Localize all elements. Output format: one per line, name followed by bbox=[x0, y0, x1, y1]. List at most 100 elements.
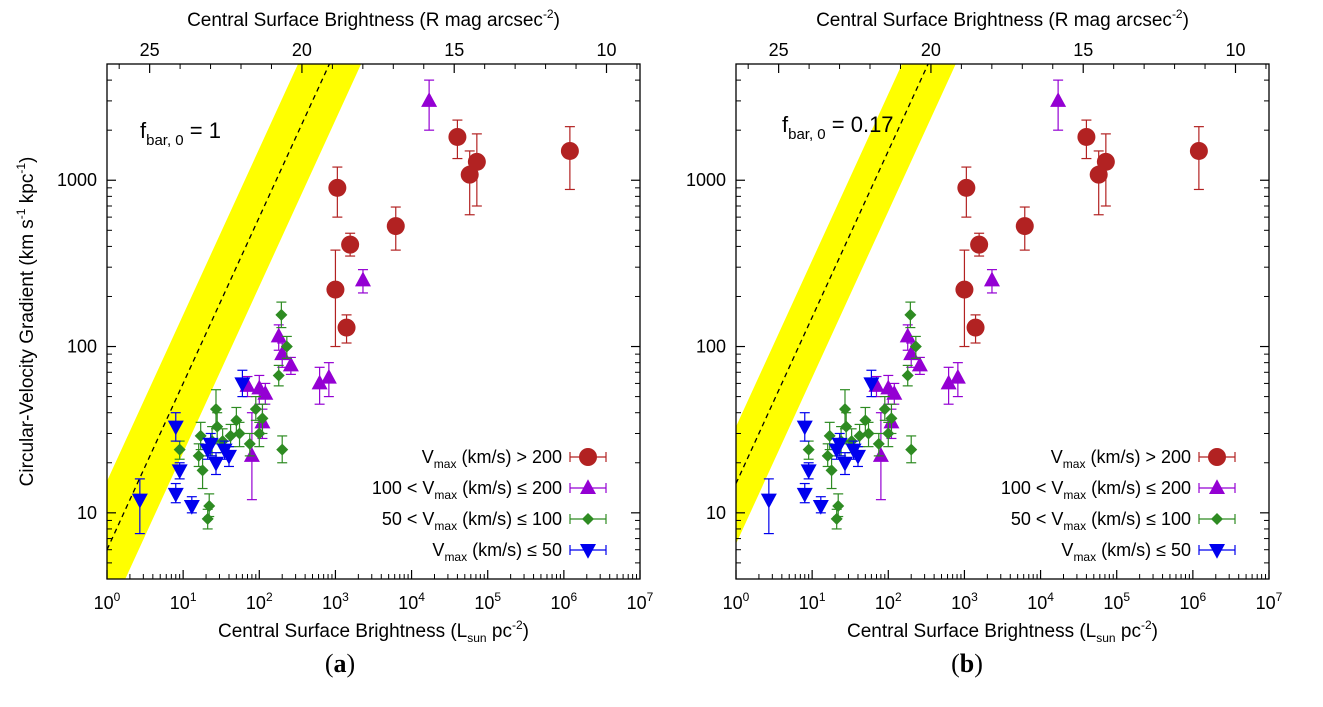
plot-frame bbox=[735, 63, 1270, 580]
data-point bbox=[882, 427, 895, 440]
data-point bbox=[448, 127, 467, 146]
data-point bbox=[243, 447, 260, 462]
data-point bbox=[957, 178, 976, 197]
data-point bbox=[796, 420, 813, 436]
series-triangle-down bbox=[131, 369, 251, 535]
data-point bbox=[812, 499, 829, 515]
data-point bbox=[1096, 152, 1115, 171]
legend-marker bbox=[1209, 479, 1225, 494]
data-point bbox=[838, 403, 851, 416]
x2-tick-label: 20 bbox=[292, 40, 312, 60]
y-tick-label: 10 bbox=[77, 503, 97, 523]
fit-line bbox=[107, 64, 331, 550]
data-point bbox=[209, 403, 222, 416]
data-point bbox=[276, 443, 289, 456]
data-point bbox=[282, 356, 299, 372]
data-point bbox=[832, 499, 845, 512]
series-triangle-up bbox=[868, 79, 1067, 501]
legend-marker bbox=[580, 479, 596, 494]
x-axis-title: Central Surface Brightness (Lsun pc-2) bbox=[218, 618, 529, 645]
x-tick-label: 107 bbox=[627, 590, 654, 613]
data-point bbox=[1015, 217, 1034, 236]
series-diamond bbox=[173, 301, 293, 530]
data-point bbox=[224, 429, 237, 442]
series-circle bbox=[955, 119, 1208, 348]
x2-axis-title: Central Surface Brightness (R mag arcsec… bbox=[187, 7, 560, 31]
data-point bbox=[341, 235, 360, 254]
scatter-band bbox=[107, 64, 362, 579]
data-point bbox=[337, 318, 356, 337]
scatter-band bbox=[736, 64, 956, 544]
chart-panel-a: 100 101 102 103 104 105 106 107 25 20 15 10 10 100 100… bbox=[14, 7, 654, 678]
data-point bbox=[421, 92, 438, 107]
data-point bbox=[940, 374, 957, 390]
data-point bbox=[878, 403, 891, 416]
data-point bbox=[1189, 141, 1208, 160]
legend-marker bbox=[580, 544, 596, 559]
data-point bbox=[821, 449, 834, 462]
data-point bbox=[885, 412, 898, 425]
x-tick-label: 104 bbox=[1027, 590, 1054, 613]
data-point bbox=[904, 308, 917, 321]
series-circle bbox=[326, 119, 579, 348]
data-point bbox=[560, 141, 579, 160]
x-tick-label: 100 bbox=[94, 590, 121, 613]
data-point bbox=[272, 369, 285, 382]
data-point bbox=[825, 464, 838, 477]
data-point bbox=[1077, 127, 1096, 146]
legend-entry: 50 < Vmax (km/s) ≤ 100 bbox=[1011, 509, 1236, 533]
x-tick-label: 106 bbox=[550, 590, 577, 613]
data-point bbox=[1050, 92, 1067, 107]
data-point bbox=[257, 384, 274, 400]
x2-tick-label: 25 bbox=[140, 40, 160, 60]
legend-label: Vmax (km/s) > 200 bbox=[1051, 447, 1191, 471]
data-point bbox=[872, 437, 885, 450]
x2-axis-title: Central Surface Brightness (R mag arcsec… bbox=[816, 7, 1189, 31]
data-point bbox=[311, 374, 328, 390]
data-point bbox=[280, 340, 293, 353]
legend-marker bbox=[579, 448, 597, 466]
data-point bbox=[234, 377, 251, 393]
data-point bbox=[256, 412, 269, 425]
data-point bbox=[196, 464, 209, 477]
x-tick-label: 105 bbox=[1103, 590, 1130, 613]
data-point bbox=[171, 464, 188, 480]
legend-entry: Vmax (km/s) > 200 bbox=[1051, 447, 1236, 471]
data-point bbox=[192, 449, 205, 462]
data-point bbox=[970, 235, 989, 254]
legend-marker bbox=[582, 513, 594, 525]
y-tick-label: 1000 bbox=[57, 170, 97, 190]
fbar-annotation: fbar, 0 = 0.17 bbox=[782, 112, 894, 143]
data-point bbox=[386, 217, 405, 236]
data-point bbox=[831, 437, 848, 453]
data-point bbox=[167, 420, 184, 436]
data-point bbox=[467, 152, 486, 171]
legend-label: Vmax (km/s) ≤ 50 bbox=[432, 540, 562, 564]
data-point bbox=[326, 280, 345, 299]
data-point bbox=[183, 499, 200, 515]
y-tick-label: 100 bbox=[67, 337, 97, 357]
data-point bbox=[905, 443, 918, 456]
data-point bbox=[911, 356, 928, 372]
fit-line bbox=[736, 64, 929, 484]
data-point bbox=[274, 345, 291, 361]
data-point bbox=[909, 340, 922, 353]
x-tick-label: 102 bbox=[246, 590, 273, 613]
data-point bbox=[796, 487, 813, 503]
x2-tick-label: 10 bbox=[1225, 40, 1245, 60]
data-point bbox=[863, 377, 880, 393]
legend-label: 50 < Vmax (km/s) ≤ 100 bbox=[1011, 509, 1191, 533]
data-point bbox=[167, 487, 184, 503]
data-point bbox=[275, 308, 288, 321]
data-point bbox=[983, 271, 1000, 287]
data-point bbox=[949, 368, 966, 384]
x-tick-label: 101 bbox=[170, 590, 197, 613]
fbar-annotation: fbar, 0 = 1 bbox=[140, 118, 221, 149]
data-point bbox=[853, 429, 866, 442]
legend-marker bbox=[1208, 448, 1226, 466]
x-axis-title: Central Surface Brightness (Lsun pc-2) bbox=[847, 618, 1158, 645]
data-point bbox=[830, 512, 843, 525]
data-point bbox=[207, 456, 224, 472]
